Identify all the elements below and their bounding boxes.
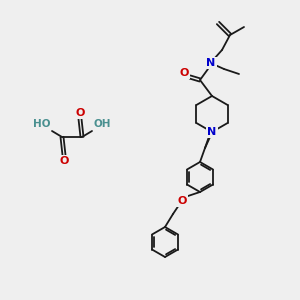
Text: O: O bbox=[75, 108, 85, 118]
Text: N: N bbox=[206, 58, 216, 68]
Text: HO: HO bbox=[33, 119, 51, 129]
Text: OH: OH bbox=[93, 119, 111, 129]
Text: O: O bbox=[59, 156, 69, 166]
Text: O: O bbox=[179, 68, 189, 78]
Text: N: N bbox=[207, 127, 217, 137]
Text: O: O bbox=[177, 196, 187, 206]
